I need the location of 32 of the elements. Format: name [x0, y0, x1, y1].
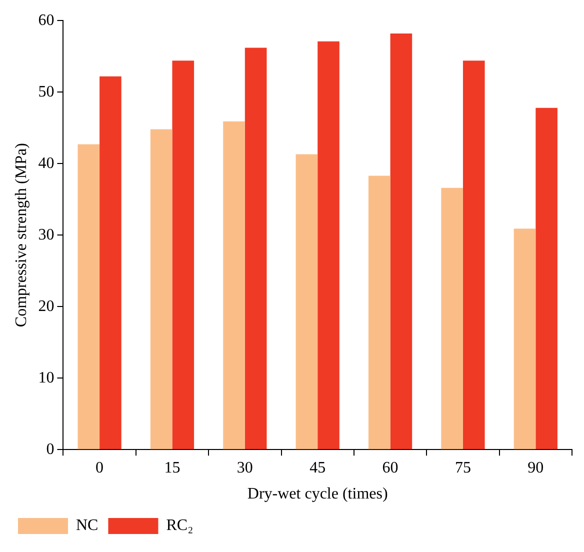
bar: [368, 176, 390, 450]
x-tick-label: 30: [236, 459, 253, 476]
y-axis-title: Compressive strength (MPa): [12, 143, 30, 328]
bar: [150, 129, 172, 450]
bar: [296, 154, 318, 450]
y-tick-label: 10: [38, 369, 54, 386]
bar: [441, 188, 463, 450]
x-tick-label: 90: [528, 459, 544, 476]
bar: [536, 108, 558, 450]
bar: [390, 33, 412, 450]
x-tick-label: 75: [454, 459, 471, 476]
y-tick-label: 20: [38, 298, 54, 315]
legend-label: NC: [76, 517, 98, 534]
bar: [100, 76, 122, 450]
bar: [223, 121, 245, 450]
x-tick-label: 45: [310, 459, 326, 476]
y-tick-label: 50: [38, 83, 54, 100]
y-tick-label: 30: [38, 226, 54, 244]
x-tick-label: 60: [382, 459, 398, 476]
y-tick-label: 40: [38, 154, 54, 172]
bar: [514, 228, 536, 450]
bar: [244, 48, 267, 450]
legend-label: RC₂: [166, 517, 194, 534]
bar: [78, 144, 100, 450]
x-axis-title: Dry-wet cycle (times): [247, 486, 388, 503]
y-tick-label: 0: [46, 440, 54, 458]
bar: [172, 60, 194, 450]
x-tick-label: 15: [164, 459, 180, 476]
bar: [462, 60, 485, 450]
bar: [318, 41, 340, 450]
y-tick-label: 60: [38, 12, 54, 29]
x-tick-label: 0: [96, 459, 104, 476]
